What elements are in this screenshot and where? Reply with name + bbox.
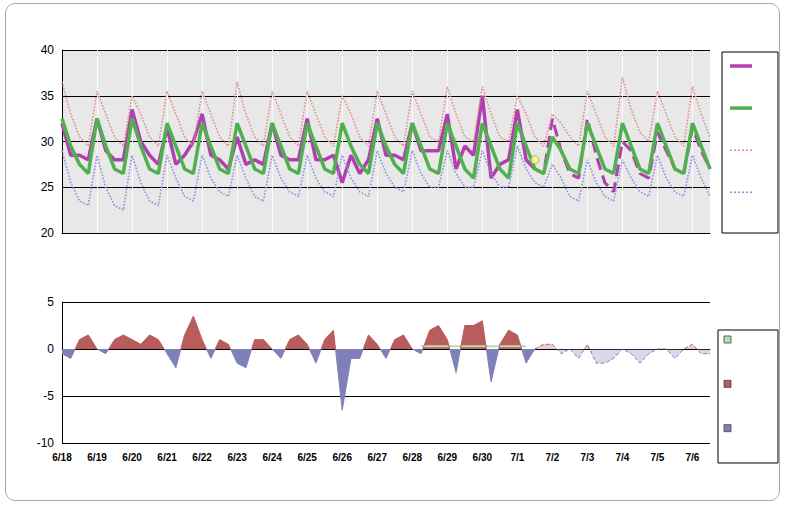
svg-text:7/5: 7/5 <box>651 452 665 463</box>
svg-text:25: 25 <box>41 180 55 194</box>
svg-text:6/22: 6/22 <box>192 452 212 463</box>
svg-text:6/23: 6/23 <box>227 452 247 463</box>
svg-text:6/27: 6/27 <box>368 452 388 463</box>
svg-text:7/3: 7/3 <box>580 452 594 463</box>
svg-text:6/28: 6/28 <box>403 452 423 463</box>
svg-text:-5: -5 <box>43 389 54 403</box>
svg-text:7/2: 7/2 <box>545 452 559 463</box>
svg-text:6/25: 6/25 <box>297 452 317 463</box>
svg-text:6/18: 6/18 <box>52 452 72 463</box>
svg-text:6/19: 6/19 <box>87 452 107 463</box>
svg-text:0: 0 <box>47 342 54 356</box>
svg-text:6/29: 6/29 <box>438 452 458 463</box>
svg-text:35: 35 <box>41 89 55 103</box>
svg-text:40: 40 <box>41 43 55 57</box>
svg-text:5: 5 <box>47 295 54 309</box>
svg-text:6/24: 6/24 <box>262 452 282 463</box>
svg-text:6/26: 6/26 <box>332 452 352 463</box>
svg-text:30: 30 <box>41 135 55 149</box>
svg-text:7/4: 7/4 <box>615 452 629 463</box>
svg-text:7/1: 7/1 <box>510 452 524 463</box>
svg-text:20: 20 <box>41 226 55 240</box>
svg-text:6/30: 6/30 <box>473 452 493 463</box>
svg-text:-10: -10 <box>37 436 55 450</box>
svg-text:6/21: 6/21 <box>157 452 177 463</box>
svg-text:7/6: 7/6 <box>686 452 700 463</box>
svg-text:6/20: 6/20 <box>122 452 142 463</box>
